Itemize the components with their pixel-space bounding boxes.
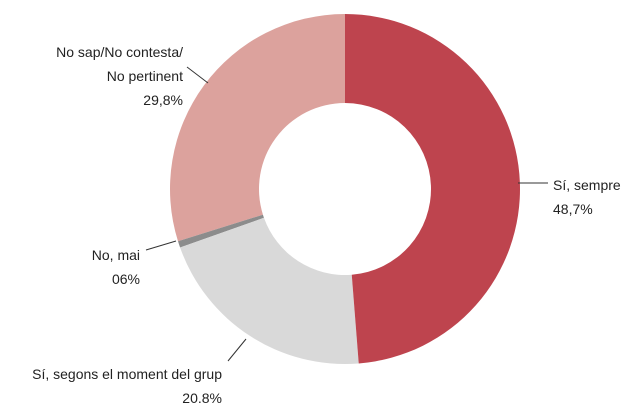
category-label: Sí, segons el moment del grup: [32, 366, 222, 382]
leader-line: [145, 240, 177, 251]
leader-line: [227, 338, 247, 362]
leader-line: [186, 66, 209, 84]
donut-slice: [345, 14, 520, 364]
donut-slice: [180, 217, 359, 364]
category-label: No sap/No contesta/ No pertinent: [56, 44, 183, 84]
leader-lines: [145, 66, 548, 362]
value-label: 06%: [111, 271, 140, 287]
donut-slice: [177, 214, 264, 248]
value-label: 29,8%: [143, 92, 183, 108]
value-label: 20.8%: [182, 390, 222, 406]
value-label: 48,7%: [553, 201, 593, 217]
category-label: Sí, sempre: [553, 177, 621, 193]
category-label: No, mai: [91, 247, 140, 263]
donut-slice: [170, 14, 345, 242]
